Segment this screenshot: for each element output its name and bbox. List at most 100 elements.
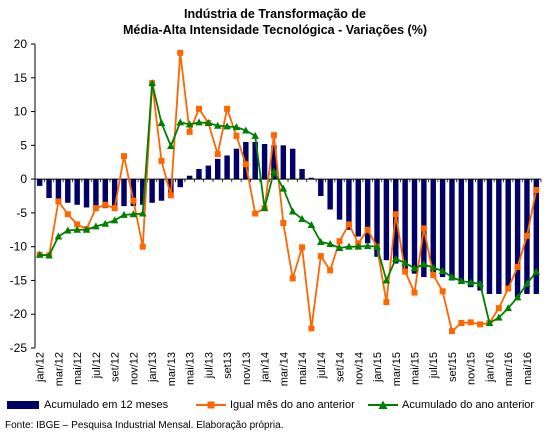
bar-jan/13	[149, 179, 155, 203]
chart-title-line-2: Média-Alta Intensidade Tecnológica - Var…	[122, 23, 427, 37]
bar-ago/12	[102, 179, 108, 209]
point-green-mar/15	[391, 254, 400, 262]
x-tick-label-nov/14: nov/14	[353, 352, 365, 385]
point-green-jun/14	[307, 221, 316, 229]
point-green-dez/15	[476, 279, 484, 287]
bar-fev/14	[271, 145, 277, 180]
point-green-jan/15	[373, 242, 381, 250]
point-green-set/15	[448, 273, 456, 281]
point-orange-nov/12	[130, 197, 137, 204]
point-green-abr/12	[64, 226, 72, 234]
point-orange-out/13	[233, 132, 240, 139]
point-green-jan/13	[148, 79, 156, 87]
point-orange-set/12	[111, 205, 118, 212]
bar-dez/12	[140, 179, 146, 205]
legend-swatch-green	[368, 400, 398, 409]
point-green-ago/15	[438, 266, 447, 274]
point-green-mai/13	[185, 120, 194, 128]
bar-set/13	[224, 155, 230, 180]
point-orange-dez/15	[477, 321, 484, 328]
point-green-abr/13	[176, 118, 185, 126]
bar-jan/15	[374, 179, 380, 257]
point-orange-ago/12	[102, 201, 109, 208]
x-tick-label-set13: set13	[222, 352, 234, 379]
bar-set/15	[449, 179, 455, 281]
x-tick-label-mar/14: mar/14	[278, 352, 290, 386]
bar-jan/14	[261, 143, 268, 180]
x-tick-label-mai/15: mai/15	[410, 352, 422, 385]
point-orange-mai/15	[411, 289, 418, 296]
point-green-fev/16	[495, 313, 503, 321]
x-tick-label-mar/13: mar/13	[166, 352, 178, 386]
bar-abr/12	[65, 179, 71, 203]
x-tick-label-nov/15: nov/15	[466, 352, 478, 385]
point-orange-out/12	[121, 153, 128, 160]
point-orange-abr/13	[177, 49, 184, 56]
bar-dez/15	[477, 179, 483, 291]
bar-jun/14	[308, 177, 315, 180]
bar-out/14	[346, 179, 352, 230]
point-orange-mar/16	[505, 285, 512, 292]
point-green-mar/12	[54, 232, 63, 240]
point-green-abr/16	[513, 293, 522, 301]
point-green-mar/14	[279, 184, 288, 192]
y-tick-label-10: 10	[14, 105, 28, 119]
chart-title-line-1: Indústria de Transformação de	[184, 7, 366, 21]
point-orange-abr/15	[402, 268, 409, 275]
point-orange-mai/16	[523, 232, 530, 239]
bar-out/15	[458, 179, 465, 284]
point-green-jul/14	[317, 237, 325, 245]
point-green-jun/12	[82, 225, 91, 233]
bar-jan/16	[486, 179, 493, 294]
bar-nov/14	[355, 179, 361, 237]
point-orange-jun/15	[420, 225, 427, 232]
bar-mai/12	[74, 179, 80, 205]
point-green-jan/12	[35, 250, 44, 258]
point-orange-nov/13	[242, 161, 249, 168]
point-green-out/12	[120, 210, 128, 218]
point-orange-jun/14	[308, 325, 315, 332]
point-orange-set/15	[448, 328, 455, 335]
bar-fev/15	[383, 179, 390, 261]
point-orange-set/14	[336, 238, 343, 245]
legend-item-green: Acumulado do ano anterior	[368, 399, 534, 411]
bar-jul/12	[93, 179, 99, 207]
point-orange-ago/15	[439, 288, 446, 295]
chart: 20 15 10 5 0 -5 -10 -15 -20 -25 jan/12 mar/12 mai/1…	[10, 37, 542, 386]
source-note: Fonte: IBGE – Pesquisa Industrial Mensal…	[5, 420, 284, 431]
y-tick-label--10: -10	[10, 240, 28, 254]
bar-mai/13	[186, 175, 193, 180]
point-orange-jul/12	[92, 205, 99, 212]
bar-mai/15	[411, 179, 418, 274]
point-orange-mar/15	[392, 211, 399, 218]
y-tick-label--25: -25	[10, 341, 28, 355]
point-green-dez/12	[138, 209, 147, 217]
legend-label-orange: Igual mês do ano anterior	[230, 399, 355, 411]
point-orange-jul/14	[317, 253, 324, 260]
x-tick-label-mai/13: mai/13	[185, 352, 197, 385]
bar-nov/15	[468, 179, 474, 288]
point-orange-nov/15	[467, 319, 474, 326]
y-tick-label-0: 0	[20, 172, 27, 186]
point-green-set/14	[335, 244, 344, 252]
bar-fev/12	[46, 179, 52, 199]
point-orange-dez/12	[139, 243, 146, 250]
bar-nov/12	[130, 179, 137, 207]
point-orange-abr/16	[514, 263, 521, 270]
x-tick-label-jan/14: jan/14	[260, 352, 272, 383]
bar-abr/16	[514, 179, 521, 298]
point-green-mai/12	[73, 225, 81, 233]
point-orange-out/14	[345, 221, 352, 228]
point-orange-mar/13	[167, 192, 174, 199]
point-green-jan/14	[260, 204, 269, 212]
point-orange-dez/14	[364, 226, 371, 233]
x-tick-label-set/14: set/14	[335, 352, 347, 382]
x-tick-label-set/15: set/15	[447, 352, 459, 382]
bar-jul/14	[318, 179, 324, 196]
point-orange-out/15	[458, 320, 465, 326]
point-orange-jun/13	[195, 105, 202, 112]
x-tick-label-jul/14: jul/14	[316, 352, 328, 379]
point-orange-jul/15	[430, 272, 437, 279]
bar-fev/16	[496, 179, 502, 294]
bar-mar/12	[55, 179, 62, 200]
